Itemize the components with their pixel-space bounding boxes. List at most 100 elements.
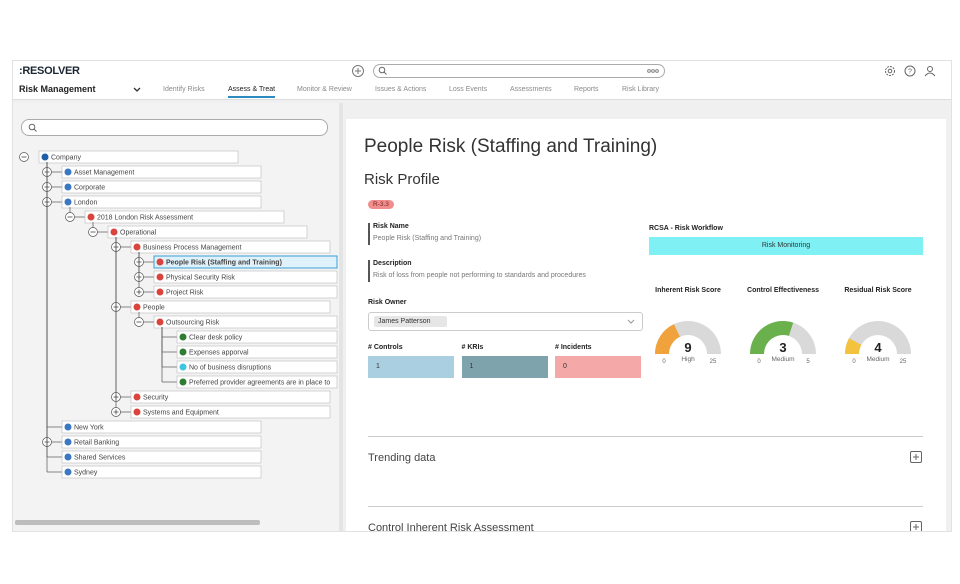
count-label: # KRIs xyxy=(461,344,484,351)
add-button[interactable] xyxy=(351,64,365,78)
gauge-label: Residual Risk Score xyxy=(844,287,911,294)
tree-node[interactable] xyxy=(61,195,262,209)
gauge-fill xyxy=(750,321,794,354)
count-label: # Incidents xyxy=(555,344,592,351)
tree-node[interactable] xyxy=(153,270,338,284)
tree-node-label[interactable]: Clear desk policy xyxy=(189,335,243,342)
section-title[interactable]: Trending data xyxy=(368,452,436,464)
gauge-rating: Medium xyxy=(771,356,794,363)
tree-node[interactable] xyxy=(176,375,338,389)
tree-node-icon xyxy=(64,453,72,461)
tree-node-label[interactable]: Retail Banking xyxy=(74,440,119,447)
tree-node-label[interactable]: Operational xyxy=(120,230,157,237)
tree-node-label[interactable]: No of business disruptions xyxy=(189,365,272,372)
count-box[interactable]: 1 xyxy=(368,356,454,378)
tree-node[interactable] xyxy=(61,420,262,434)
tree-node[interactable] xyxy=(61,180,262,194)
tree-node[interactable] xyxy=(153,285,338,299)
tree-node-label[interactable]: Physical Security Risk xyxy=(166,275,235,282)
tree-node[interactable] xyxy=(130,300,331,314)
field-marker xyxy=(368,260,370,282)
tree-node-label[interactable]: Expenses apporval xyxy=(189,350,249,357)
search-icon xyxy=(378,66,387,75)
tree-node[interactable] xyxy=(176,330,338,344)
gauge-fill xyxy=(845,338,862,354)
tree-node[interactable] xyxy=(176,360,338,374)
tree-node[interactable] xyxy=(176,345,338,359)
tree-node-label[interactable]: Sydney xyxy=(74,470,98,477)
tree: Company Asset Management Corporate London 20… xyxy=(19,150,338,479)
tree-node-icon xyxy=(133,243,141,251)
count-value: 0 xyxy=(563,363,567,370)
tree-node-label[interactable]: London xyxy=(74,200,97,207)
v-scrollbar[interactable] xyxy=(339,103,343,531)
tree-node-label[interactable]: Asset Management xyxy=(74,170,134,177)
tree-node[interactable] xyxy=(130,390,331,404)
gauge-max: 25 xyxy=(900,359,907,365)
nav-tab[interactable]: Loss Events xyxy=(449,86,488,93)
count-box[interactable]: 1 xyxy=(461,356,548,378)
nav-tab[interactable]: Assessments xyxy=(510,86,552,93)
gauge-value: 9 xyxy=(684,340,691,355)
tree-node-label[interactable]: Company xyxy=(51,155,81,162)
tree-node[interactable] xyxy=(61,465,262,479)
tree-expander-sign xyxy=(113,409,119,415)
tree-node-label[interactable]: People Risk (Staffing and Training) xyxy=(166,260,282,267)
tree-node[interactable] xyxy=(153,315,338,329)
tree-node[interactable] xyxy=(38,150,239,164)
search-box[interactable] xyxy=(373,64,665,78)
tree-node-label[interactable]: Security xyxy=(143,395,169,402)
nav-tab[interactable]: Assess & Treat xyxy=(228,86,276,98)
section-expand[interactable] xyxy=(910,451,922,463)
expand-plus xyxy=(913,454,919,460)
tree-node-icon xyxy=(64,198,72,206)
gauge-fill xyxy=(655,324,680,354)
nav-tab[interactable]: Identify Risks xyxy=(163,86,205,93)
section-divider xyxy=(368,436,923,437)
tree-node-icon xyxy=(110,228,118,236)
section-divider xyxy=(368,506,923,507)
tree-node-label[interactable]: Systems and Equipment xyxy=(143,410,219,417)
workflow-state[interactable]: Risk Monitoring xyxy=(649,237,923,255)
tree-node[interactable] xyxy=(130,240,331,254)
nav-tab[interactable]: Monitor & Review xyxy=(297,86,352,93)
tree-node-label[interactable]: Preferred provider agreements are in pla… xyxy=(189,380,330,387)
tree-node[interactable] xyxy=(61,450,262,464)
tree-node-label[interactable]: 2018 London Risk Assessment xyxy=(97,215,193,222)
tree-node[interactable] xyxy=(61,435,262,449)
nav-tab[interactable]: Risk Library xyxy=(622,86,659,93)
tree-node-label[interactable]: Outsourcing Risk xyxy=(166,320,220,327)
nav-tab[interactable]: Issues & Actions xyxy=(375,86,427,93)
id-badge: R-3.3 xyxy=(368,200,394,209)
section-expand[interactable] xyxy=(910,521,922,531)
tree-node-icon xyxy=(156,288,164,296)
tree-node-label[interactable]: New York xyxy=(74,425,104,432)
count-box[interactable]: 0 xyxy=(555,356,641,378)
gauge-rating: Medium xyxy=(866,356,889,363)
nav-tab[interactable]: Reports xyxy=(574,86,599,93)
tree-node-label[interactable]: Corporate xyxy=(74,185,105,192)
gauge-label: Inherent Risk Score xyxy=(655,287,721,294)
tree-node[interactable] xyxy=(130,405,331,419)
tree-node-label[interactable]: People xyxy=(143,305,165,312)
owner-select[interactable]: James Patterson xyxy=(368,312,643,331)
tree-node-icon xyxy=(64,183,72,191)
app-selector[interactable]: Risk Management xyxy=(19,84,96,94)
logo[interactable]: :RESOLVER xyxy=(19,65,80,77)
tree-node-label[interactable]: Business Process Management xyxy=(143,245,241,252)
app-chevron[interactable] xyxy=(133,87,141,93)
tree-search[interactable] xyxy=(21,119,328,136)
scrollbar[interactable] xyxy=(15,520,260,525)
gauge-value: 3 xyxy=(779,340,786,355)
tree-node[interactable] xyxy=(107,225,308,239)
section-title[interactable]: Control Inherent Risk Assessment xyxy=(368,522,534,531)
header-icons[interactable]: ? xyxy=(883,64,943,78)
tree-node[interactable] xyxy=(84,210,285,224)
owner-chevron[interactable] xyxy=(627,319,635,325)
tree-node[interactable] xyxy=(61,165,262,179)
tree-node[interactable] xyxy=(153,255,338,269)
tree-node-label[interactable]: Project Risk xyxy=(166,290,204,297)
app-window: :RESOLVER ? Risk Management Identify Ris… xyxy=(12,60,952,532)
more-icon[interactable] xyxy=(646,68,660,74)
tree-node-label[interactable]: Shared Services xyxy=(74,455,126,462)
